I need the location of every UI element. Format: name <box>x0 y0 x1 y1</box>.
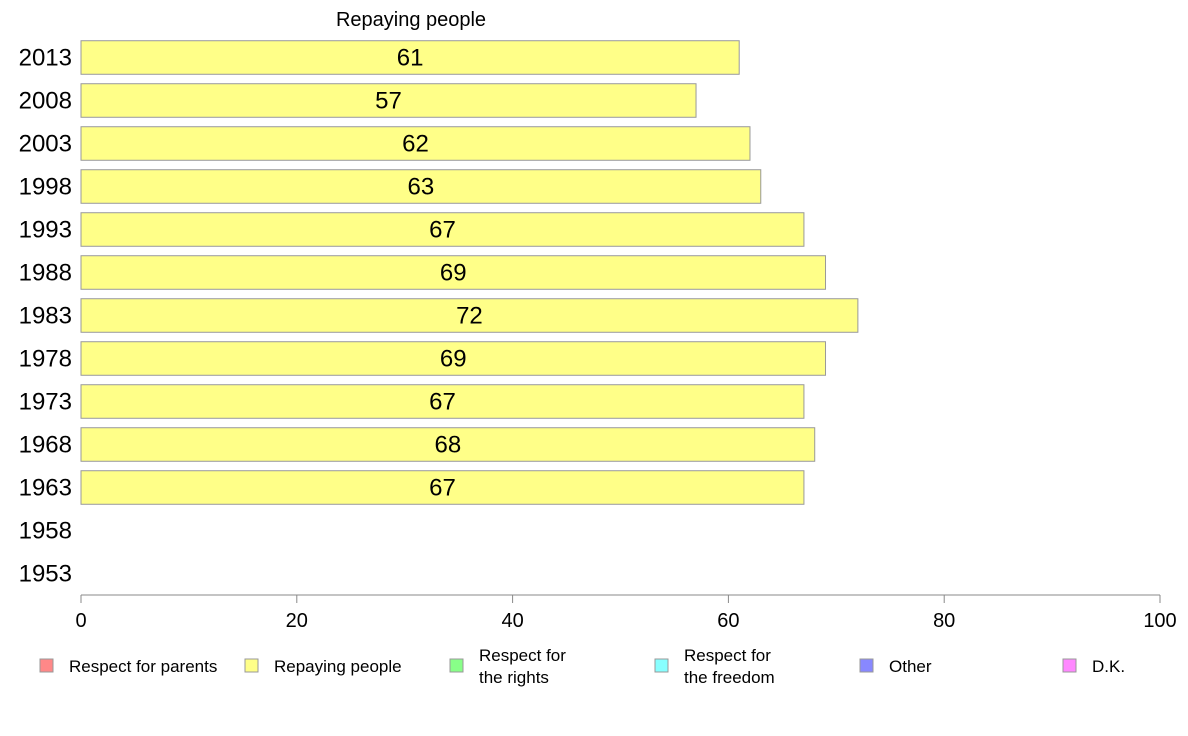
legend-swatch <box>1062 658 1077 673</box>
y-tick-label: 1978 <box>19 346 72 373</box>
legend-item: Other <box>859 657 932 676</box>
bar <box>80 169 762 204</box>
legend-item: Respect for parents <box>39 657 217 676</box>
y-tick-label: 2013 <box>19 45 72 72</box>
bar <box>80 427 816 462</box>
legend-swatch <box>654 658 669 673</box>
legend-label: Respect for <box>684 646 771 665</box>
chart-title: Repaying people <box>336 9 486 31</box>
data-label: 69 <box>440 346 467 373</box>
x-axis: 0 20 40 60 80 100 <box>75 594 1177 632</box>
legend-swatch <box>244 658 259 673</box>
y-tick-label: 2003 <box>19 131 72 158</box>
legend-item: Repaying people <box>244 657 402 676</box>
x-tick-label: 40 <box>501 610 523 632</box>
y-tick-label: 1998 <box>19 174 72 201</box>
legend-label: Repaying people <box>274 657 402 676</box>
x-tick-label: 100 <box>1143 610 1176 632</box>
data-label: 72 <box>456 303 483 330</box>
legend-swatch <box>39 658 54 673</box>
data-label: 61 <box>397 45 424 72</box>
data-label: 67 <box>429 217 456 244</box>
y-tick-label: 2008 <box>19 88 72 115</box>
legend-label: Respect for parents <box>69 657 217 676</box>
data-label: 68 <box>435 432 462 459</box>
legend-swatch <box>449 658 464 673</box>
y-axis-labels: 2013 2008 2003 1998 1993 1988 1983 1978 1973 1968… <box>19 45 72 588</box>
x-tick-label: 20 <box>286 610 308 632</box>
data-label: 67 <box>429 389 456 416</box>
bar <box>80 384 805 419</box>
legend-label: the freedom <box>684 668 775 687</box>
y-tick-label: 1958 <box>19 518 72 545</box>
y-tick-label: 1983 <box>19 303 72 330</box>
data-label: 62 <box>402 131 429 158</box>
bar <box>80 40 740 75</box>
y-tick-label: 1973 <box>19 389 72 416</box>
legend-swatch <box>859 658 874 673</box>
bar <box>80 126 751 161</box>
legend-label: D.K. <box>1092 657 1125 676</box>
bar <box>80 470 805 505</box>
bar <box>80 255 827 290</box>
legend-label: the rights <box>479 668 549 687</box>
data-label: 69 <box>440 260 467 287</box>
bar <box>80 83 697 118</box>
x-tick-label: 80 <box>933 610 955 632</box>
y-tick-label: 1963 <box>19 475 72 502</box>
y-tick-label: 1988 <box>19 260 72 287</box>
y-tick-label: 1968 <box>19 432 72 459</box>
legend-item: Respect for the rights <box>449 646 566 687</box>
y-tick-label: 1993 <box>19 217 72 244</box>
legend-label: Respect for <box>479 646 566 665</box>
bar <box>80 341 827 376</box>
legend-item: Respect for the freedom <box>654 646 775 687</box>
data-label: 67 <box>429 475 456 502</box>
legend-label: Other <box>889 657 932 676</box>
data-label: 63 <box>408 174 435 201</box>
bar <box>80 298 859 333</box>
x-tick-label: 0 <box>75 610 86 632</box>
legend-item: D.K. <box>1062 657 1125 676</box>
bar <box>80 212 805 247</box>
data-label: 57 <box>375 88 402 115</box>
x-tick-label: 60 <box>717 610 739 632</box>
y-tick-label: 1953 <box>19 561 72 588</box>
legend: Respect for parents Repaying people Respec… <box>39 646 1125 687</box>
